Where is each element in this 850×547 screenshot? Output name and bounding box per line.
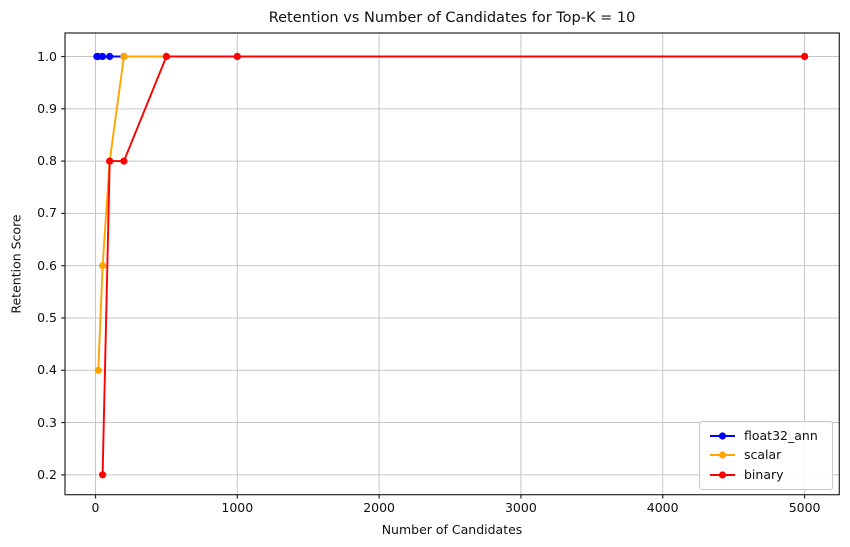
- y-tick-label: 0.4: [37, 362, 57, 378]
- legend-label: binary: [744, 466, 784, 482]
- series-marker-binary: [120, 157, 128, 165]
- series-marker-float32_ann: [106, 52, 114, 61]
- y-tick-label: 0.3: [37, 414, 57, 430]
- x-tick-label: 5000: [788, 500, 821, 515]
- y-tick-label: 0.5: [37, 310, 57, 325]
- legend-entry-scalar: scalar: [709, 446, 823, 464]
- x-tick-label: 4000: [646, 500, 679, 515]
- y-tick-label: 1.0: [37, 48, 57, 64]
- y-tick-label: 0.6: [37, 257, 57, 273]
- series-marker-binary: [162, 52, 170, 61]
- y-tick-label: 0.2: [37, 466, 57, 482]
- series-marker-binary: [801, 52, 809, 61]
- series-marker-binary: [99, 471, 107, 479]
- series-marker-binary: [106, 157, 114, 165]
- legend-marker-binary: [710, 471, 735, 479]
- series-marker-scalar: [120, 52, 128, 61]
- legend-entry-float32_ann: float32_ann: [709, 427, 823, 445]
- legend-marker-scalar: [710, 451, 735, 460]
- x-tick-label: 2000: [363, 500, 395, 515]
- legend-marker-float32_ann: [710, 432, 735, 440]
- x-axis-label: Number of Candidates: [381, 522, 523, 537]
- legend-label: float32_ann: [744, 427, 818, 443]
- series-marker-scalar: [99, 262, 107, 270]
- y-tick-label: 0.8: [37, 153, 57, 169]
- x-tick-label: 3000: [504, 500, 537, 515]
- x-tick-label: 0: [91, 500, 100, 515]
- legend-label: scalar: [744, 447, 782, 463]
- y-tick-label: 0.7: [37, 205, 57, 221]
- series-marker-binary: [233, 52, 241, 61]
- series-marker-scalar: [94, 366, 102, 374]
- series-marker-float32_ann: [99, 52, 107, 61]
- legend-entry-binary: binary: [709, 466, 823, 484]
- x-tick-label: 1000: [221, 500, 254, 515]
- chart-title: Retention vs Number of Candidates for To…: [268, 10, 636, 26]
- y-tick-label: 0.9: [37, 100, 57, 116]
- series-line-binary: [101, 55, 806, 476]
- plot-border: [64, 32, 840, 496]
